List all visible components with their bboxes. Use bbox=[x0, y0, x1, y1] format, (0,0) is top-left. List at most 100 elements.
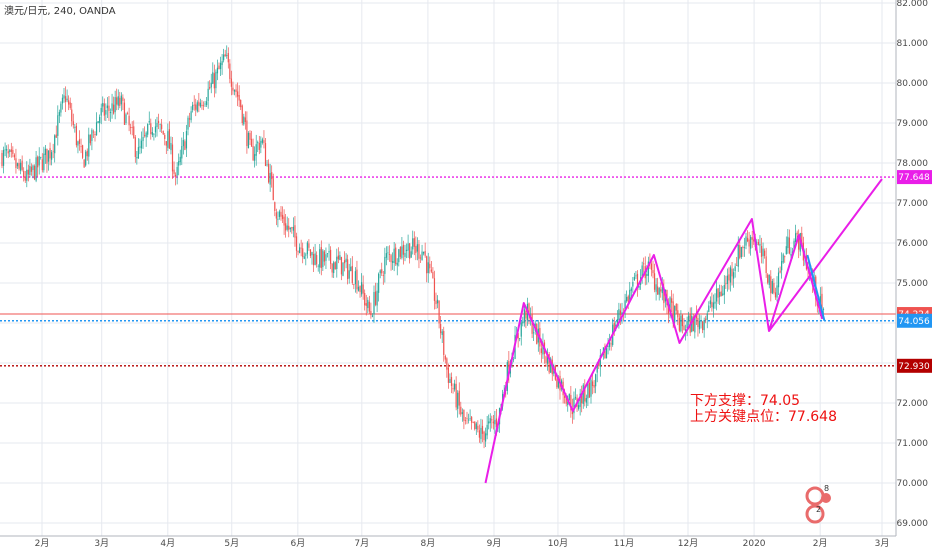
candle-body bbox=[184, 141, 186, 150]
candle-body bbox=[260, 140, 262, 148]
candle-body bbox=[643, 263, 645, 265]
candle-body bbox=[1, 152, 3, 166]
candle-body bbox=[697, 317, 699, 328]
candle-body bbox=[774, 292, 777, 298]
candle-body bbox=[361, 282, 363, 295]
candle-body bbox=[455, 383, 457, 408]
candle-body bbox=[636, 273, 639, 289]
candle-body bbox=[517, 332, 519, 339]
wave-line-1[interactable] bbox=[768, 178, 883, 332]
candle-body bbox=[111, 103, 113, 111]
candle-body bbox=[128, 115, 130, 126]
candle-body bbox=[311, 252, 313, 256]
candle-body bbox=[337, 255, 339, 260]
candle-body bbox=[784, 256, 786, 258]
candle-body bbox=[257, 142, 259, 144]
candle-body bbox=[731, 268, 733, 277]
candle-body bbox=[167, 131, 169, 148]
candle-body bbox=[91, 129, 93, 141]
candle-body bbox=[15, 158, 17, 169]
candle-body bbox=[213, 73, 215, 89]
candle-body bbox=[38, 156, 40, 166]
candle-body bbox=[173, 169, 175, 174]
candle-body bbox=[328, 251, 330, 253]
candle-body bbox=[605, 347, 608, 359]
candle-body bbox=[674, 305, 676, 323]
candle-body bbox=[604, 346, 606, 359]
candle-body bbox=[100, 107, 102, 116]
candle-body bbox=[787, 236, 789, 249]
candle-body bbox=[95, 122, 98, 136]
candle-body bbox=[108, 105, 110, 112]
candle-body bbox=[712, 302, 715, 309]
candle-body bbox=[737, 244, 739, 267]
candle-body bbox=[330, 249, 332, 264]
y-tick-label: 69.000 bbox=[897, 519, 929, 529]
candle-body bbox=[195, 104, 197, 110]
candle-body bbox=[795, 233, 797, 243]
candle-body bbox=[72, 121, 74, 125]
candle-body bbox=[278, 211, 281, 217]
y-tick-label: 79.000 bbox=[897, 119, 929, 129]
candle-body bbox=[398, 249, 400, 263]
candle-body bbox=[745, 236, 747, 246]
candle-body bbox=[176, 167, 178, 176]
candle-body bbox=[519, 338, 521, 340]
candle-body bbox=[714, 301, 716, 304]
x-tick-label: 7月 bbox=[354, 538, 369, 549]
candle-body bbox=[385, 253, 387, 258]
candle-body bbox=[266, 164, 268, 166]
candle-body bbox=[441, 331, 443, 335]
candle-body bbox=[64, 96, 67, 103]
candle-body bbox=[55, 134, 57, 138]
candle-body bbox=[13, 154, 15, 158]
candle-body bbox=[221, 61, 223, 66]
candle-body bbox=[264, 143, 267, 167]
candle-body bbox=[723, 285, 725, 295]
candle-body bbox=[362, 284, 364, 294]
candle-body bbox=[198, 101, 200, 106]
wave-line-2[interactable] bbox=[806, 254, 826, 321]
candle-body bbox=[401, 246, 403, 258]
candle-body bbox=[241, 105, 243, 124]
drawn-wave-lines[interactable] bbox=[484, 178, 883, 484]
candle-body bbox=[370, 311, 372, 316]
candle-body bbox=[384, 256, 386, 274]
candle-body bbox=[378, 273, 380, 293]
candle-body bbox=[210, 82, 212, 88]
candle-body bbox=[43, 153, 45, 171]
candle-body bbox=[4, 149, 6, 151]
candle-body bbox=[285, 223, 287, 231]
wave-line-0[interactable] bbox=[484, 218, 824, 484]
candle-body bbox=[49, 148, 51, 159]
candle-body bbox=[150, 123, 152, 135]
candle-body bbox=[788, 237, 790, 254]
candle-body bbox=[345, 258, 347, 263]
candle-body bbox=[126, 113, 129, 115]
candle-body bbox=[777, 272, 780, 288]
candle-body bbox=[61, 97, 64, 104]
candle-body bbox=[77, 141, 79, 146]
candle-body bbox=[159, 124, 161, 125]
candle-body bbox=[280, 211, 282, 217]
candle-body bbox=[467, 419, 470, 421]
grid-layer bbox=[0, 0, 896, 536]
candle-body bbox=[621, 312, 623, 316]
candle-body bbox=[54, 135, 56, 154]
candle-body bbox=[672, 301, 674, 324]
x-tick-label: 11月 bbox=[614, 538, 634, 549]
candle-body bbox=[254, 154, 256, 161]
candle-body bbox=[133, 126, 135, 138]
candle-body bbox=[58, 112, 60, 116]
candle-body bbox=[734, 266, 736, 272]
candle-body bbox=[275, 212, 277, 219]
candle-body bbox=[181, 145, 183, 159]
candle-body bbox=[291, 227, 293, 229]
candle-body bbox=[390, 255, 392, 263]
candle-body bbox=[407, 243, 409, 251]
y-tick-label: 76.000 bbox=[897, 239, 929, 249]
candle-body bbox=[423, 251, 425, 254]
candle-body bbox=[224, 54, 226, 57]
